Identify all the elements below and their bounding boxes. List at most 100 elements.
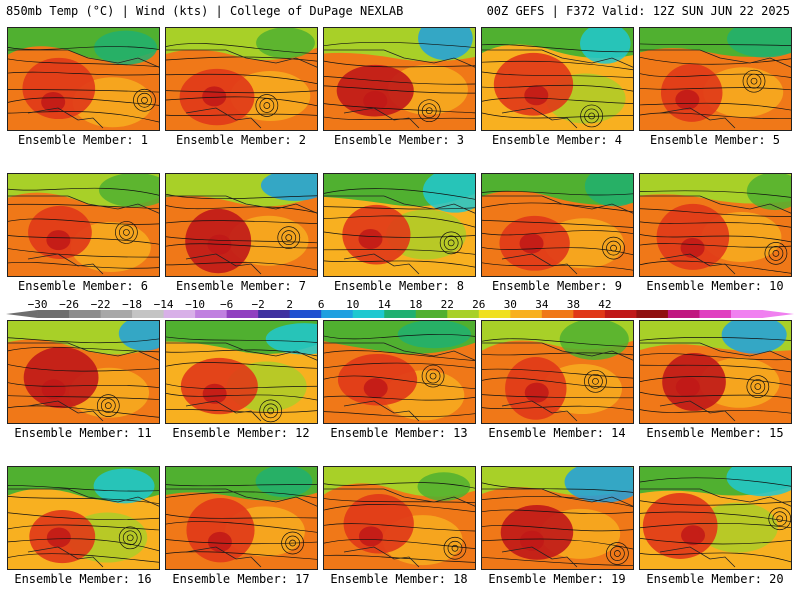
colorbar-segment xyxy=(226,310,259,318)
ensemble-member-label: Ensemble Member: 10 xyxy=(646,279,784,293)
colorbar-left-arrow xyxy=(6,310,38,318)
ensemble-map-1 xyxy=(7,27,160,131)
ensemble-member-label: Ensemble Member: 5 xyxy=(649,133,781,147)
ensemble-map-4 xyxy=(481,27,634,131)
ensemble-member-label: Ensemble Member: 13 xyxy=(330,426,468,440)
colorbar-tick-label: 22 xyxy=(440,298,454,311)
colorbar-tick-label: −6 xyxy=(220,298,234,311)
ensemble-map-12 xyxy=(165,320,318,424)
ensemble-map-14 xyxy=(481,320,634,424)
colorbar-segment xyxy=(163,310,196,318)
temperature-field xyxy=(8,174,159,276)
temperature-field xyxy=(324,321,475,423)
temperature-field xyxy=(166,174,317,276)
ensemble-member-label: Ensemble Member: 11 xyxy=(14,426,152,440)
temperature-field xyxy=(8,321,159,423)
colorbar-segment xyxy=(352,310,385,318)
ensemble-member-label: Ensemble Member: 9 xyxy=(491,279,623,293)
ensemble-member-label: Ensemble Member: 19 xyxy=(488,572,626,586)
ensemble-map-17 xyxy=(165,466,318,570)
ensemble-member-label: Ensemble Member: 1 xyxy=(17,133,149,147)
colorbar-tick-label: −14 xyxy=(153,298,174,311)
colorbar-segment xyxy=(37,310,70,318)
colorbar-segment xyxy=(258,310,291,318)
colorbar-segment xyxy=(478,310,511,318)
colorbar-tick-label: 6 xyxy=(317,298,325,311)
ensemble-member-label: Ensemble Member: 14 xyxy=(488,426,626,440)
ensemble-map-16 xyxy=(7,466,160,570)
ensemble-member-label: Ensemble Member: 18 xyxy=(330,572,468,586)
temperature-colorbar: −30 −26 −22 −18 −14 −10 −6 −2 2 6 10 14 18 22 26 30 34 38… xyxy=(6,298,794,320)
temperature-field xyxy=(482,467,633,569)
ensemble-map-13 xyxy=(323,320,476,424)
colorbar-segment xyxy=(289,310,322,318)
temperature-field xyxy=(8,467,159,569)
ensemble-map-8 xyxy=(323,173,476,277)
ensemble-member-label: Ensemble Member: 15 xyxy=(646,426,784,440)
temperature-field xyxy=(482,321,633,423)
colorbar-tick-label: −18 xyxy=(122,298,143,311)
ensemble-member-label: Ensemble Member: 7 xyxy=(175,279,307,293)
temperature-field xyxy=(482,28,633,130)
ensemble-map-18 xyxy=(323,466,476,570)
colorbar-segment xyxy=(321,310,354,318)
ensemble-member-label: Ensemble Member: 8 xyxy=(333,279,465,293)
colorbar-tick-label: −22 xyxy=(90,298,111,311)
ensemble-member-label: Ensemble Member: 12 xyxy=(172,426,310,440)
colorbar-tick-label: 26 xyxy=(472,298,486,311)
ensemble-map-3 xyxy=(323,27,476,131)
ensemble-map-10 xyxy=(639,173,792,277)
ensemble-map-19 xyxy=(481,466,634,570)
ensemble-map-20 xyxy=(639,466,792,570)
ensemble-member-label: Ensemble Member: 2 xyxy=(175,133,307,147)
colorbar-segment xyxy=(730,310,763,318)
temperature-field xyxy=(166,467,317,569)
colorbar-tick-label: 14 xyxy=(377,298,391,311)
ensemble-map-11 xyxy=(7,320,160,424)
temperature-field xyxy=(640,174,791,276)
temperature-field xyxy=(8,28,159,130)
ensemble-member-label: Ensemble Member: 6 xyxy=(17,279,149,293)
temperature-field xyxy=(324,174,475,276)
colorbar-right-arrow xyxy=(762,310,794,318)
colorbar-segment xyxy=(447,310,480,318)
colorbar-segment xyxy=(100,310,133,318)
colorbar-segment xyxy=(69,310,102,318)
header-title: 850mb Temp (°C) | Wind (kts) | College o… xyxy=(6,4,404,18)
header-valid-time: 00Z GEFS | F372 Valid: 12Z SUN JUN 22 20… xyxy=(486,4,790,18)
temperature-field xyxy=(482,174,633,276)
temperature-field xyxy=(166,28,317,130)
ensemble-map-2 xyxy=(165,27,318,131)
colorbar-segment xyxy=(604,310,637,318)
colorbar-segment xyxy=(541,310,574,318)
colorbar-segment xyxy=(384,310,417,318)
colorbar-segment xyxy=(573,310,606,318)
temperature-field xyxy=(324,467,475,569)
colorbar-tick-label: 2 xyxy=(286,298,293,311)
colorbar-segment xyxy=(132,310,165,318)
ensemble-map-5 xyxy=(639,27,792,131)
ensemble-map-15 xyxy=(639,320,792,424)
ensemble-member-label: Ensemble Member: 16 xyxy=(14,572,152,586)
colorbar-bar xyxy=(6,310,794,318)
ensemble-member-label: Ensemble Member: 17 xyxy=(172,572,310,586)
colorbar-tick-label: 34 xyxy=(535,298,549,311)
colorbar-tick-label: 38 xyxy=(566,298,580,311)
temperature-field xyxy=(640,28,791,130)
colorbar-tick-label: −2 xyxy=(251,298,265,311)
colorbar-segment xyxy=(195,310,228,318)
temperature-field xyxy=(324,28,475,130)
colorbar-tick-label: 10 xyxy=(346,298,360,311)
temperature-field xyxy=(640,467,791,569)
colorbar-tick-label: 18 xyxy=(409,298,423,311)
temperature-field xyxy=(166,321,317,423)
colorbar-tick-label: −10 xyxy=(185,298,206,311)
colorbar-tick-label: 30 xyxy=(503,298,517,311)
ensemble-map-7 xyxy=(165,173,318,277)
colorbar-tick-label: −30 xyxy=(27,298,48,311)
colorbar-segment xyxy=(667,310,700,318)
temperature-field xyxy=(640,321,791,423)
ensemble-map-9 xyxy=(481,173,634,277)
ensemble-member-label: Ensemble Member: 3 xyxy=(333,133,465,147)
